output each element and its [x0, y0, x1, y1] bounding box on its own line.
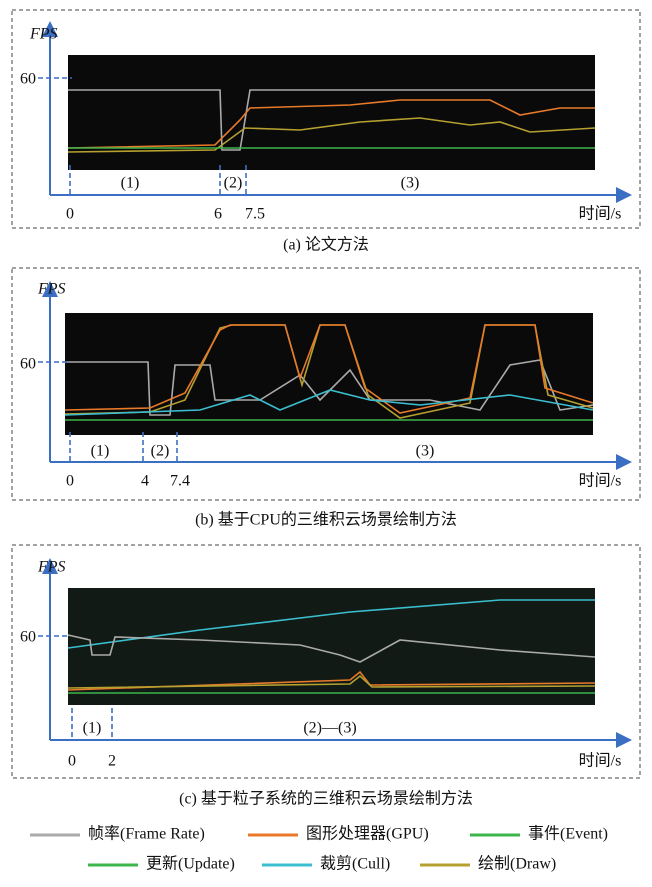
x-tick: 4: [141, 473, 149, 490]
panel-c: FPS 60 (1) (2)—(3) 0 2 时间/s: [12, 545, 640, 778]
x-label: 时间/s: [579, 752, 622, 770]
segment: (3): [401, 175, 420, 192]
legend-label: 图形处理器(GPU): [306, 825, 429, 843]
x-tick: 2: [108, 753, 116, 770]
figure: FPS 60 (1) (2) (3) 0 6 7.5 时间/s (a) 论文方法…: [0, 0, 652, 882]
segment: (1): [121, 175, 140, 192]
segment: (2)—(3): [303, 720, 356, 737]
y-tick: 60: [20, 629, 36, 646]
x-tick: 0: [66, 473, 74, 490]
y-tick: 60: [20, 71, 36, 88]
legend-label: 帧率(Frame Rate): [88, 825, 205, 843]
segment: (1): [83, 720, 102, 737]
x-tick: 7.4: [170, 473, 190, 490]
legend-label: 事件(Event): [528, 825, 608, 843]
segment: (3): [416, 443, 435, 460]
x-label: 时间/s: [579, 205, 622, 223]
caption: (c) 基于粒子系统的三维积云场景绘制方法: [179, 790, 473, 808]
caption: (b) 基于CPU的三维积云场景绘制方法: [195, 511, 457, 529]
legend: 帧率(Frame Rate) 图形处理器(GPU) 事件(Event) 更新(U…: [30, 825, 608, 873]
legend-label: 更新(Update): [146, 855, 235, 873]
x-tick: 0: [68, 753, 76, 770]
legend-label: 绘制(Draw): [478, 855, 556, 873]
screenshot: [65, 313, 593, 435]
panel-b: FPS 60 (1) (2) (3) 0 4 7.4 时间/s: [12, 268, 640, 500]
x-label: 时间/s: [579, 472, 622, 490]
x-tick: 7.5: [245, 206, 265, 223]
legend-label: 裁剪(Cull): [320, 855, 390, 873]
y-label: FPS: [37, 281, 66, 298]
segment: (2): [151, 443, 170, 460]
panel-a: FPS 60 (1) (2) (3) 0 6 7.5 时间/s: [12, 10, 640, 228]
x-tick: 0: [66, 206, 74, 223]
segment: (2): [224, 175, 243, 192]
y-tick: 60: [20, 356, 36, 373]
x-tick: 6: [214, 206, 222, 223]
y-label: FPS: [29, 26, 58, 43]
caption: (a) 论文方法: [283, 236, 369, 254]
y-label: FPS: [37, 559, 66, 576]
segment: (1): [91, 443, 110, 460]
